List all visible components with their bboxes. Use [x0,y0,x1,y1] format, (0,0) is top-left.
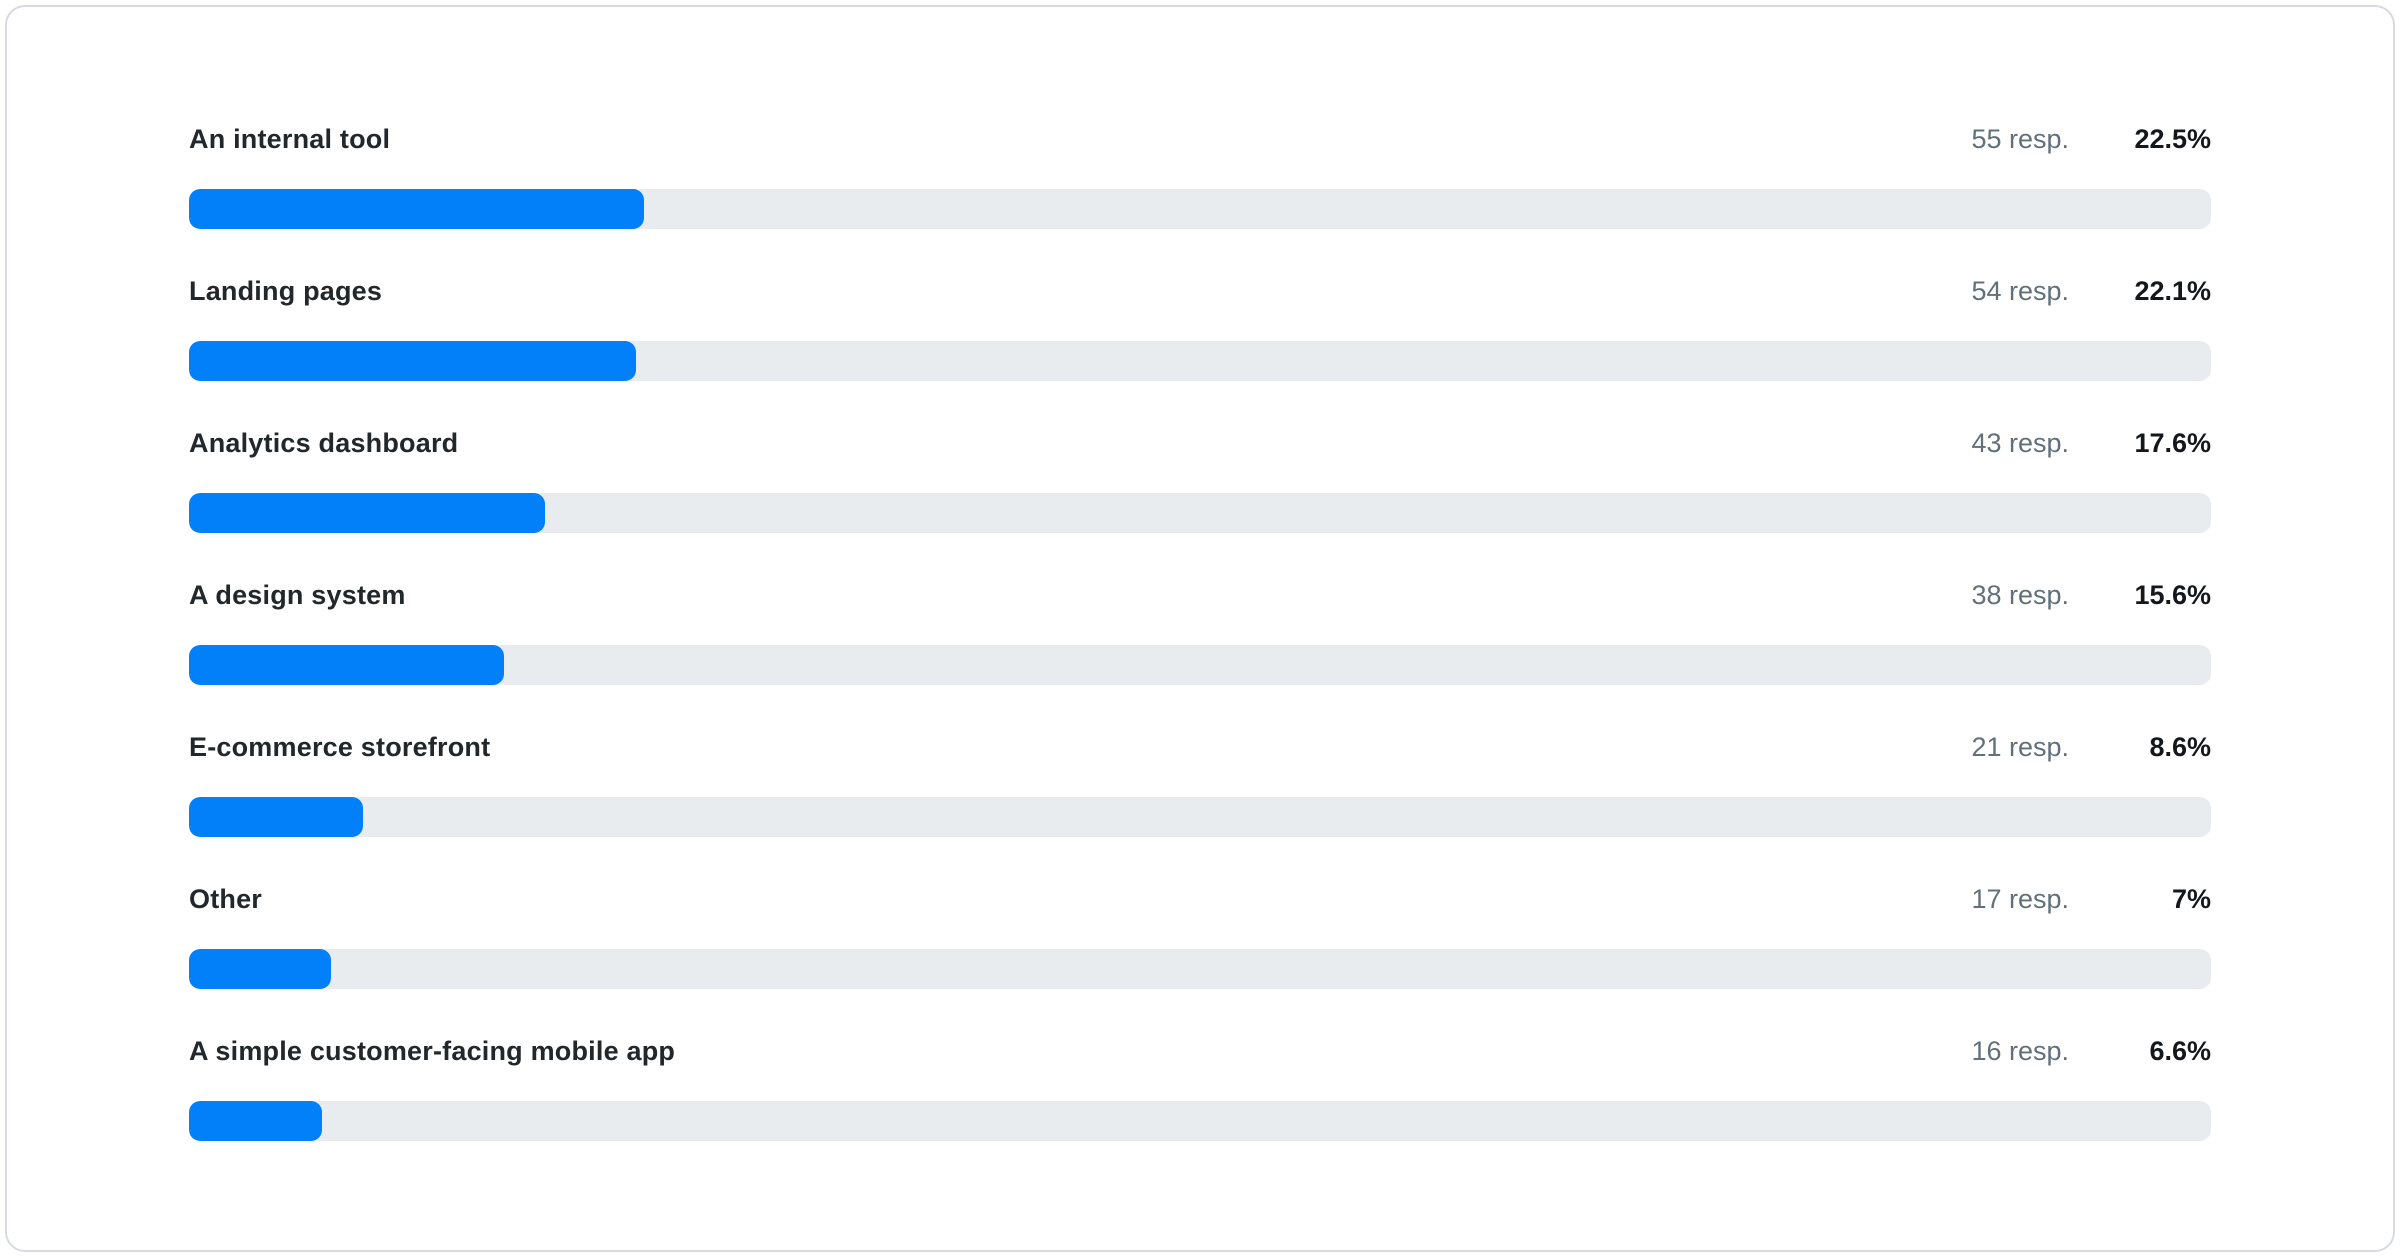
percent-value: 17.6% [2134,428,2211,458]
percent-value: 22.1% [2134,276,2211,306]
option-label: An internal tool [189,124,391,154]
survey-option-row: E-commerce storefront 21 resp. 8.6% [189,727,2211,879]
response-count: 16 resp. [1971,1036,2069,1066]
survey-results-chart: An internal tool 55 resp. 22.5% Landing … [7,7,2393,1183]
bar-track [189,493,2211,533]
bar-fill [189,341,636,381]
percent-value: 7% [2171,884,2211,914]
survey-option-row: Analytics dashboard 43 resp. 17.6% [189,423,2211,575]
bar-fill [189,949,331,989]
response-count: 17 resp. [1971,884,2069,914]
bar-track [189,645,2211,685]
bar-track [189,341,2211,381]
bar-fill [189,797,363,837]
response-count: 55 resp. [1971,124,2069,154]
survey-results-card: An internal tool 55 resp. 22.5% Landing … [5,5,2395,1252]
response-count: 21 resp. [1971,732,2069,762]
bar-fill [189,189,644,229]
bar-track [189,797,2211,837]
percent-value: 22.5% [2134,124,2211,154]
percent-value: 8.6% [2149,732,2211,762]
survey-option-row: Landing pages 54 resp. 22.1% [189,271,2211,423]
bar-fill [189,1101,323,1141]
bar-fill [189,493,545,533]
bar-track [189,949,2211,989]
percent-value: 6.6% [2149,1036,2211,1066]
option-label: A design system [189,580,406,610]
response-count: 54 resp. [1971,276,2069,306]
survey-option-row: A design system 38 resp. 15.6% [189,575,2211,727]
bar-track [189,189,2211,229]
survey-option-row: An internal tool 55 resp. 22.5% [189,119,2211,271]
option-label: Landing pages [189,276,383,306]
survey-option-row: Other 17 resp. 7% [189,879,2211,1031]
option-label: A simple customer-facing mobile app [189,1036,676,1066]
survey-option-row: A simple customer-facing mobile app 16 r… [189,1031,2211,1183]
response-count: 38 resp. [1971,580,2069,610]
option-label: E-commerce storefront [189,732,491,762]
bar-track [189,1101,2211,1141]
percent-value: 15.6% [2134,580,2211,610]
option-label: Analytics dashboard [189,428,459,458]
response-count: 43 resp. [1971,428,2069,458]
bar-fill [189,645,505,685]
option-label: Other [189,884,263,914]
